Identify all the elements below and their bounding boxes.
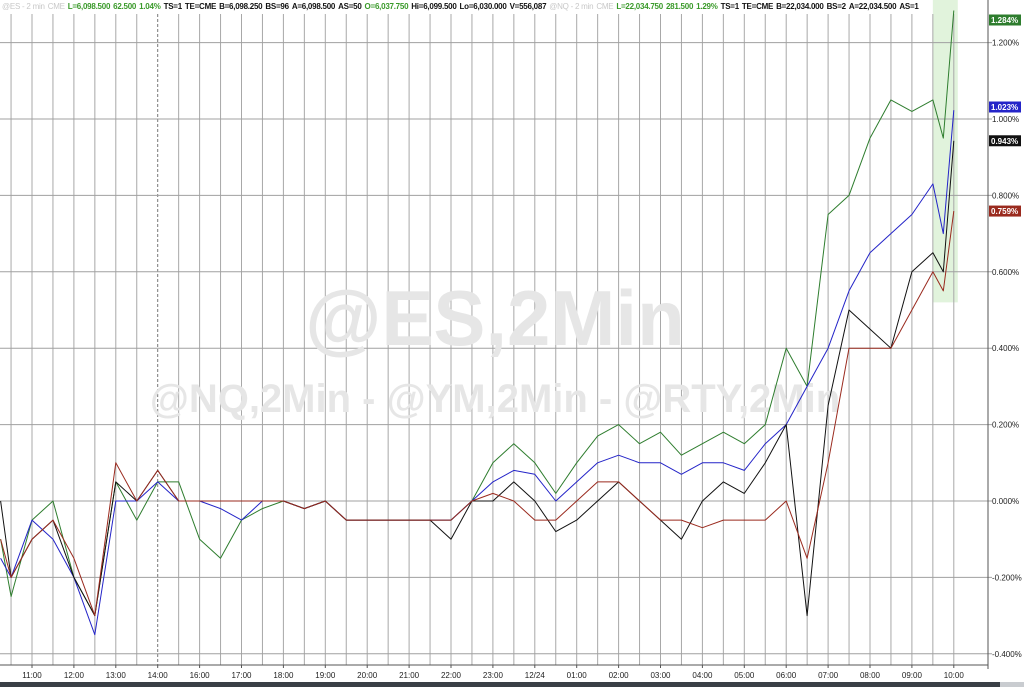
x-tick-label: 14:00 [148, 671, 169, 680]
x-tick-label: 07:00 [818, 671, 839, 680]
y-tick-label: 1.200% [992, 39, 1019, 48]
nq-ask: A=22,034.500 [848, 2, 897, 11]
y-tick-label: 0.600% [992, 268, 1019, 277]
x-tick-label: 21:00 [399, 671, 420, 680]
last-value-label: 1.023% [991, 103, 1018, 112]
x-tick-label: 10:00 [944, 671, 965, 680]
last-value-box [989, 135, 1021, 147]
es-te: TE=CME [184, 2, 217, 11]
x-tick-label: 22:00 [441, 671, 462, 680]
x-tick-label: 20:00 [357, 671, 378, 680]
y-tick-label: -0.400% [992, 650, 1022, 659]
nq-te: TE=CME [741, 2, 774, 11]
es-last: L=6,098.500 [67, 2, 111, 11]
x-tick-label: 06:00 [776, 671, 797, 680]
y-tick-label: 0.400% [992, 344, 1019, 353]
nq-ts: TS=1 [720, 2, 740, 11]
last-value-label: 0.943% [991, 137, 1018, 146]
x-tick-label: 12:00 [64, 671, 85, 680]
last-value-box [989, 205, 1021, 217]
es-as: AS=50 [338, 2, 362, 11]
es-bs: BS=96 [265, 2, 289, 11]
watermark-main: @ES,2Min [305, 274, 684, 362]
y-tick-label: 0.000% [992, 497, 1019, 506]
nq-exchange: CME [596, 2, 614, 11]
quote-header: @ES - 2 min CME L=6,098.500 62.500 1.04% TS=1… [2, 2, 922, 11]
x-tick-label: 18:00 [273, 671, 294, 680]
y-tick-label: -0.200% [992, 573, 1022, 582]
last-value-label: 0.759% [991, 207, 1018, 216]
horizontal-scrollbar[interactable] [0, 682, 1000, 687]
x-tick-label: 17:00 [231, 671, 252, 680]
es-low: Lo=6,030.000 [459, 2, 507, 11]
nq-bid: B=22,034.000 [776, 2, 824, 11]
x-tick-label: 05:00 [734, 671, 755, 680]
x-tick-label: 19:00 [315, 671, 336, 680]
series-line-3 [0, 211, 955, 617]
x-tick-label: 04:00 [692, 671, 713, 680]
nq-last: L=22,034.750 [616, 2, 663, 11]
nq-pct: 1.29% [696, 2, 718, 11]
x-tick-label: 23:00 [483, 671, 504, 680]
es-high: Hi=6,099.500 [411, 2, 457, 11]
watermark-sub: @NQ,2Min - @YM,2Min - @RTY,2Min [150, 377, 840, 421]
es-open: O=6,037.750 [364, 2, 409, 11]
scrollbar-thumb[interactable] [1000, 682, 1024, 687]
es-change: 62.500 [113, 2, 137, 11]
nq-bs: BS=2 [826, 2, 846, 11]
es-bid: B=6,098.250 [219, 2, 263, 11]
y-tick-label: 0.800% [992, 191, 1019, 200]
nq-as: AS=1 [899, 2, 919, 11]
x-tick-label: 12/24 [525, 671, 546, 680]
x-tick-label: 01:00 [567, 671, 588, 680]
x-tick-label: 16:00 [190, 671, 211, 680]
y-tick-label: 1.000% [992, 115, 1019, 124]
series-line-1 [0, 110, 955, 636]
x-tick-label: 03:00 [650, 671, 671, 680]
nq-change: 281.500 [665, 2, 694, 11]
es-pct: 1.04% [139, 2, 161, 11]
series-line-0 [0, 10, 955, 617]
x-tick-label: 02:00 [609, 671, 630, 680]
es-ask: A=6,098.500 [291, 2, 336, 11]
es-exchange: CME [47, 2, 65, 11]
es-symbol: @ES - 2 min [2, 2, 45, 11]
last-value-box [989, 101, 1021, 113]
es-vol: V=556,087 [509, 2, 547, 11]
x-tick-label: 08:00 [860, 671, 881, 680]
x-tick-label: 11:00 [22, 671, 42, 680]
nq-symbol: @NQ - 2 min [549, 2, 594, 11]
x-tick-label: 13:00 [106, 671, 127, 680]
x-tick-label: 09:00 [902, 671, 923, 680]
last-value-label: 1.284% [991, 16, 1018, 25]
last-value-box [989, 14, 1021, 26]
y-tick-label: 0.200% [992, 421, 1019, 430]
es-ts: TS=1 [163, 2, 183, 11]
